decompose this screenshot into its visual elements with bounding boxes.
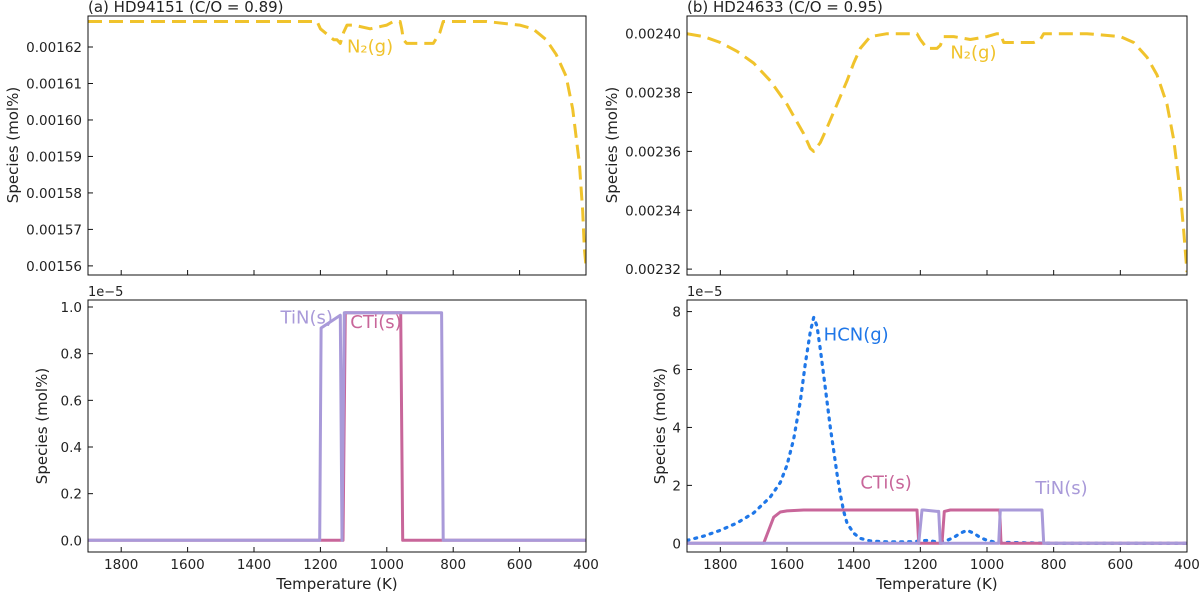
x-tick-label: 1200 <box>303 557 337 573</box>
series-line-ctis <box>687 508 1187 545</box>
panel-a-bottom-offset-text: 1e−5 <box>88 285 123 300</box>
x-tick-label: 600 <box>1107 557 1133 573</box>
panel-a-top-chart: (a) HD94151 (C/O = 0.89) Species (mol%) … <box>4 0 587 276</box>
y-tick-label: 0.00158 <box>26 186 82 202</box>
panel-b-top-frame <box>686 15 1188 276</box>
y-tick-label: 0.00240 <box>625 27 681 43</box>
y-tick-label: 0.00156 <box>26 259 82 275</box>
y-tick-label: 0.8 <box>61 347 82 363</box>
panel-a-bottom-annotations: TiN(s) CTi(s) <box>280 307 402 333</box>
series-annotation: N₂(g) <box>950 43 996 64</box>
series-line-hcng <box>687 315 1187 545</box>
x-tick-label: 800 <box>1041 557 1067 573</box>
y-tick-label: 0.6 <box>61 393 82 409</box>
panel-a-title: (a) HD94151 (C/O = 0.89) <box>88 0 284 16</box>
x-tick-label: 1800 <box>703 557 737 573</box>
panel-b-bottom-frame <box>686 299 1188 553</box>
x-tick-label: 1400 <box>237 557 271 573</box>
series-annotation: HCN(g) <box>824 325 889 346</box>
panel-b-top-annotations: N₂(g) <box>950 43 996 64</box>
x-tick-label: 1600 <box>170 557 204 573</box>
panel-b-top-ticks: 0.00232 0.00234 0.00236 0.00238 0.00240 <box>625 27 1188 278</box>
panel-a-top-frame <box>87 15 587 276</box>
y-tick-label: 0.0 <box>61 533 82 549</box>
x-tick-label: 800 <box>440 557 466 573</box>
panel-a-bottom-xlabel: Temperature (K) <box>275 575 397 593</box>
x-tick-label: 1200 <box>903 557 937 573</box>
y-tick-label: 0.00157 <box>26 222 82 238</box>
y-tick-label: 1.0 <box>61 300 82 316</box>
y-tick-label: 0.2 <box>61 487 82 503</box>
panel-b-bottom-ticks: 1800 1600 1400 1200 1000 800 600 400 0 2 4 6 8 <box>672 305 1199 573</box>
x-tick-label: 400 <box>1174 557 1200 573</box>
x-tick-label: 1000 <box>970 557 1004 573</box>
panel-a-top-ylabel: Species (mol%) <box>4 87 22 203</box>
y-tick-label: 0.00161 <box>26 76 82 92</box>
series-line-tins <box>88 311 586 542</box>
x-tick-label: 600 <box>507 557 533 573</box>
y-tick-label: 0.00234 <box>625 203 681 219</box>
x-tick-label: 1400 <box>836 557 870 573</box>
series-annotation: N₂(g) <box>347 36 393 57</box>
series-line-tins <box>687 508 1187 545</box>
panel-b-bottom-xlabel: Temperature (K) <box>875 575 997 593</box>
panel-a-top-annotations: N₂(g) <box>347 36 393 57</box>
x-tick-label: 1000 <box>370 557 404 573</box>
y-tick-label: 0.00160 <box>26 113 82 129</box>
series-line-ctis <box>88 311 586 542</box>
panel-b-top-ylabel: Species (mol%) <box>603 87 621 203</box>
panel-b-top-series <box>687 32 1187 273</box>
y-tick-label: 0.00232 <box>625 262 681 278</box>
x-tick-label: 1600 <box>770 557 804 573</box>
y-tick-label: 0.00236 <box>625 144 681 160</box>
y-tick-label: 0 <box>672 536 681 552</box>
panel-b-bottom-annotations: HCN(g) CTi(s) TiN(s) <box>824 325 1088 500</box>
y-tick-label: 6 <box>672 363 681 379</box>
series-annotation: TiN(s) <box>1034 478 1087 499</box>
panel-a-top-ticks: 0.00156 0.00157 0.00158 0.00159 0.00160 0.001… <box>26 40 587 275</box>
y-tick-label: 0.00238 <box>625 86 681 102</box>
y-tick-label: 8 <box>672 305 681 321</box>
series-annotation: TiN(s) <box>280 307 333 328</box>
panel-b-top-chart: (b) HD24633 (C/O = 0.95) Species (mol%) … <box>603 0 1188 278</box>
panel-a-bottom-series <box>88 311 586 542</box>
panel-a-top-series <box>88 20 586 267</box>
panel-b-bottom-ylabel: Species (mol%) <box>651 368 669 484</box>
x-tick-label: 1800 <box>104 557 138 573</box>
series-annotation: CTi(s) <box>350 312 401 333</box>
y-tick-label: 2 <box>672 478 681 494</box>
panel-a-bottom-ylabel: Species (mol%) <box>33 368 51 484</box>
series-annotation: CTi(s) <box>860 472 911 493</box>
series-line-ng <box>687 32 1187 273</box>
panel-a-bottom-chart: 1e−5 Species (mol%) Temperature (K) 1800… <box>33 285 599 593</box>
panel-b-bottom-series <box>687 315 1187 545</box>
x-tick-label: 400 <box>573 557 599 573</box>
series-line-ng <box>88 20 586 267</box>
y-tick-label: 0.4 <box>61 440 82 456</box>
panel-a-bottom-ticks: 1800 1600 1400 1200 1000 800 600 400 0.0 0.2 0.4 0.… <box>61 300 599 573</box>
y-tick-label: 4 <box>672 420 681 436</box>
panel-b-title: (b) HD24633 (C/O = 0.95) <box>687 0 883 16</box>
y-tick-label: 0.00159 <box>26 149 82 165</box>
panel-b-bottom-offset-text: 1e−5 <box>687 285 722 300</box>
y-tick-label: 0.00162 <box>26 40 82 56</box>
panel-b-bottom-chart: 1e−5 Species (mol%) Temperature (K) 1800… <box>651 285 1200 593</box>
panel-a-bottom-frame <box>87 299 587 553</box>
